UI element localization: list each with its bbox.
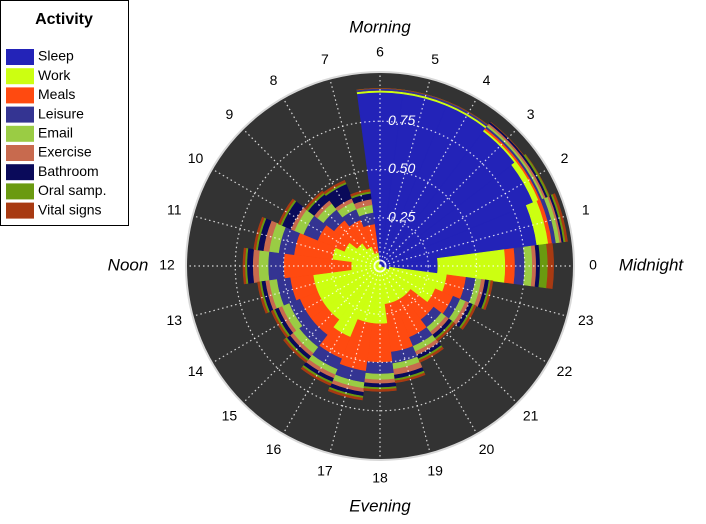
hour-label: 21 — [523, 407, 539, 423]
legend-label: Vital signs — [38, 201, 102, 217]
hour-label: 11 — [167, 202, 182, 218]
radial-grid-line — [329, 79, 381, 267]
legend-label: Leisure — [38, 105, 84, 121]
hour-label: 15 — [222, 407, 238, 423]
legend-swatch — [6, 183, 34, 200]
legend-swatch — [6, 164, 34, 181]
hour-label: 13 — [166, 312, 182, 328]
annotation: Midnight — [619, 255, 685, 274]
hour-label: 19 — [427, 462, 443, 478]
radial-grid-line — [379, 98, 478, 267]
radial-grid-line — [379, 265, 567, 317]
legend-label: Email — [38, 125, 73, 141]
radial-grid-line — [193, 265, 381, 317]
hour-label: 17 — [317, 462, 333, 478]
radial-grid-line — [379, 168, 548, 267]
hour-label: 4 — [483, 72, 491, 88]
area-segment — [483, 280, 494, 310]
r-tick-label: 0.75 — [388, 112, 415, 128]
radial-grid-line — [379, 265, 517, 403]
hour-label: 10 — [188, 150, 204, 166]
area-segment — [253, 216, 265, 250]
legend-label: Oral samp. — [38, 182, 106, 198]
legend-swatch — [6, 202, 34, 219]
radial-grid-line — [329, 265, 381, 453]
area-segment — [435, 321, 456, 342]
legend-label: Exercise — [38, 144, 92, 160]
hour-label: 1 — [582, 202, 590, 218]
area-segment — [257, 281, 269, 314]
hour-label: 5 — [431, 51, 439, 67]
hour-label: 22 — [557, 363, 573, 379]
grid-circle — [282, 168, 478, 364]
area-segment — [356, 88, 404, 91]
legend-label: Work — [38, 67, 71, 83]
legend-label: Bathroom — [38, 163, 99, 179]
hour-label: 7 — [321, 51, 329, 67]
hour-label: 8 — [270, 72, 278, 88]
radial-grid-line — [243, 265, 381, 403]
area-segment — [460, 304, 477, 330]
radial-grid-line — [379, 215, 567, 267]
hour-label: 23 — [578, 312, 594, 328]
grid-circle — [234, 120, 526, 412]
hour-label: 2 — [561, 150, 569, 166]
area-segment — [270, 309, 289, 339]
area-segment — [283, 338, 308, 363]
area-segment — [394, 372, 426, 384]
center-marker — [373, 259, 387, 273]
grid — [187, 73, 573, 459]
area-segment — [350, 189, 371, 197]
hour-label: 0 — [589, 257, 597, 273]
hour-label: 3 — [527, 106, 535, 122]
legend-swatch — [6, 87, 34, 104]
annotation: Evening — [349, 496, 411, 515]
area-segment — [365, 361, 395, 375]
hour-label: 18 — [372, 470, 388, 486]
legend-swatch — [6, 106, 34, 123]
annotation: Noon — [108, 255, 149, 274]
area-segment — [300, 366, 332, 386]
area-segment — [552, 193, 568, 242]
area-segment — [546, 242, 554, 290]
area-segment — [363, 388, 397, 392]
radial-grid-line — [243, 129, 381, 267]
hour-label: 20 — [479, 441, 495, 457]
radial-grid-line — [379, 265, 548, 364]
hour-label: 14 — [188, 363, 204, 379]
radial-grid-line — [193, 215, 381, 267]
hour-label: 12 — [159, 257, 175, 273]
hour-label: 16 — [266, 441, 282, 457]
legend-swatch — [6, 125, 34, 142]
hour-label: 6 — [376, 44, 384, 60]
r-tick-label: 0.25 — [388, 208, 415, 224]
radial-grid-line — [282, 98, 381, 267]
legend-swatch — [6, 145, 34, 161]
legend-swatch — [6, 49, 34, 65]
radial-grid-line — [379, 265, 431, 453]
area-segment — [327, 388, 363, 401]
radial-grid-line — [379, 79, 431, 267]
legend-label: Sleep — [38, 48, 74, 64]
area-segment — [525, 154, 550, 196]
r-tick-label: 0.50 — [388, 160, 415, 176]
radial-grid-line — [282, 265, 381, 434]
annotation: Morning — [349, 17, 411, 36]
radial-grid-line — [379, 129, 517, 267]
area-segment — [304, 190, 325, 211]
legend-title: Activity — [35, 11, 93, 28]
radial-grid-line — [212, 168, 381, 267]
legend-label: Meals — [38, 86, 75, 102]
radial-grid-line — [212, 265, 381, 364]
area-segment — [418, 346, 444, 363]
hour-label: 9 — [225, 106, 233, 122]
area-segment — [504, 248, 516, 284]
legend-swatch — [6, 68, 34, 85]
radial-grid-line — [379, 265, 478, 434]
grid-circle — [331, 217, 429, 315]
